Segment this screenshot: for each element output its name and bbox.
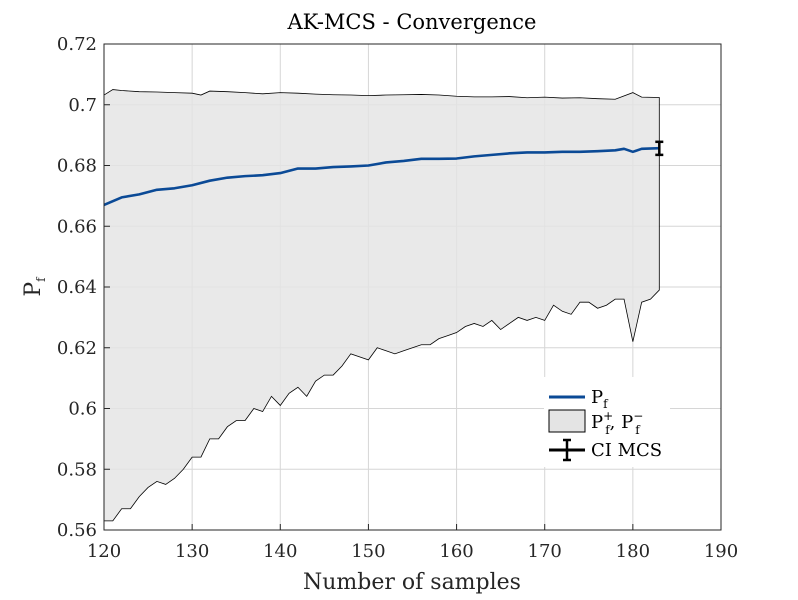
- y-axis-label-sub: f: [34, 276, 48, 282]
- x-tick-label: 190: [704, 541, 738, 562]
- chart-title: AK-MCS - Convergence: [287, 10, 537, 34]
- y-tick-label: 0.72: [57, 34, 97, 55]
- y-tick-label: 0.56: [57, 520, 97, 541]
- pf-line: [103, 146, 660, 207]
- y-tick-label: 0.6: [68, 399, 97, 420]
- pf-bounds-area: [103, 89, 660, 522]
- ci-mcs-errorbar: [655, 140, 664, 157]
- y-tick-label: 0.7: [68, 95, 97, 116]
- y-tick-label: 0.58: [57, 459, 97, 480]
- legend-label-band: P+ f, P− f: [591, 409, 643, 437]
- y-tick-label: 0.64: [57, 277, 97, 298]
- legend-label-pf: Pf: [591, 387, 609, 411]
- x-tick-label: 130: [175, 541, 209, 562]
- x-tick-label: 140: [263, 541, 297, 562]
- x-tick-label: 150: [351, 541, 385, 562]
- x-axis-label: Number of samples: [303, 570, 521, 595]
- y-axis-label: Pf: [21, 276, 48, 297]
- x-tick-label: 180: [616, 541, 650, 562]
- legend: Pf P+ f, P− f CI MCS: [544, 377, 670, 467]
- y-axis-ticks: 0.56 0.58 0.6 0.62 0.64 0.66 0.68 0.7 0.72: [57, 34, 110, 541]
- legend-label-ci: CI MCS: [591, 440, 662, 461]
- x-tick-label: 120: [87, 541, 121, 562]
- y-axis-label-main: P: [21, 282, 46, 297]
- y-tick-label: 0.68: [57, 156, 97, 177]
- y-tick-label: 0.66: [57, 216, 97, 237]
- x-axis-ticks: 120 130 140 150 160 170 180 190: [87, 524, 738, 562]
- pf-series: [103, 146, 660, 207]
- legend-swatch-band: [548, 409, 586, 433]
- x-tick-label: 160: [439, 541, 473, 562]
- y-tick-label: 0.62: [57, 338, 97, 359]
- x-tick-label: 170: [528, 541, 562, 562]
- confidence-band: [103, 89, 660, 522]
